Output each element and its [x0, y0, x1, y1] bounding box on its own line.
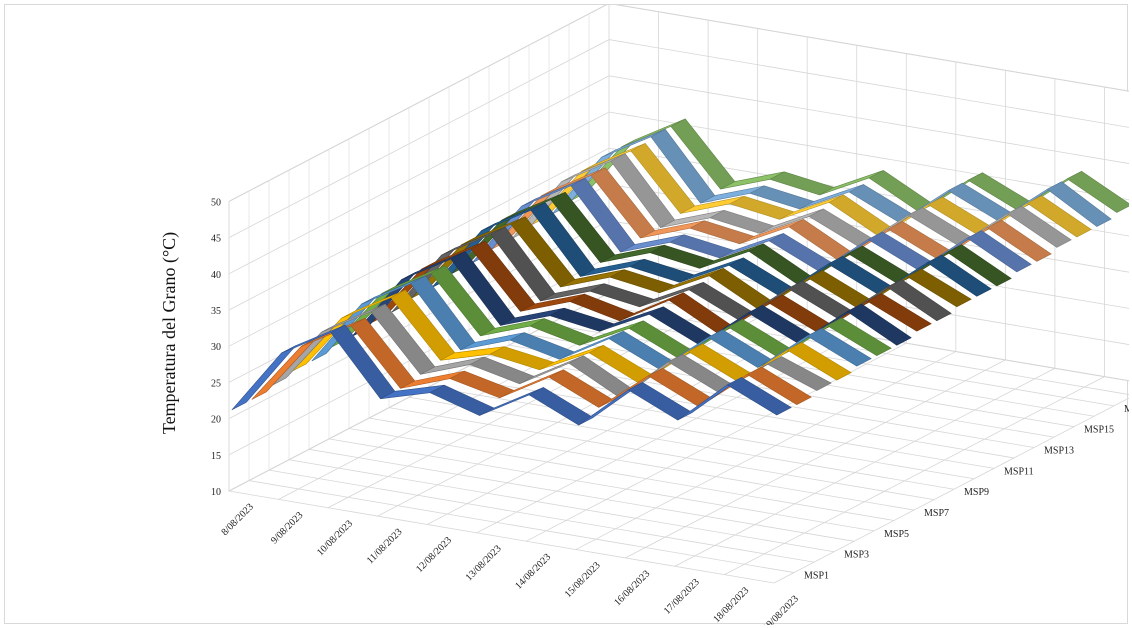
chart-grid: [228, 5, 1129, 584]
floor-line-z: [408, 396, 955, 490]
x-tick-label: 16/08/2023: [612, 568, 652, 608]
chart-series: [231, 118, 1129, 426]
series-14-segment: [986, 219, 1052, 262]
depth-tick-label: MSP1: [804, 571, 829, 582]
depth-tick-label: MSP15: [1084, 425, 1114, 436]
x-tick-label: 18/08/2023: [711, 585, 751, 625]
floor-line-z: [308, 448, 855, 542]
series-5-segment: [806, 328, 872, 367]
floor-line-x: [625, 359, 1006, 559]
x-tick-label: 11/08/2023: [365, 527, 405, 567]
series-4: [291, 289, 852, 384]
x-tick-label: 19/08/2023: [761, 594, 801, 625]
floor-line-z: [348, 428, 895, 521]
depth-tick-label: MSP3: [844, 550, 869, 561]
series-13-segment: [966, 230, 1032, 273]
floor-line-z: [248, 480, 795, 573]
x-tick-label: 10/08/2023: [315, 518, 355, 558]
floor-line-x: [575, 351, 957, 550]
series-12-segment: [946, 244, 1012, 287]
series-16-segment: [1026, 195, 1092, 238]
depth-tick-label: MSP17: [1124, 404, 1129, 415]
y-tick-label: 15: [211, 451, 221, 462]
floor-line-z: [388, 407, 935, 501]
floor-line-x: [327, 309, 709, 509]
series-15-segment: [1006, 205, 1072, 248]
series-1: [231, 324, 792, 426]
depth-tick-label: MSP7: [924, 508, 949, 519]
x-tick-label: 9/08/2023: [269, 510, 305, 546]
series-4-segment: [786, 342, 852, 381]
series-2-segment: [746, 366, 812, 405]
series-10-segment: [906, 268, 972, 308]
y-tick-label: 30: [211, 342, 221, 353]
x-tick-label: 14/08/2023: [513, 552, 553, 592]
floor-line-z: [328, 438, 875, 532]
depth-tick-label: MSP9: [964, 487, 989, 498]
x-tick-label: 15/08/2023: [563, 560, 603, 600]
depth-tick-label: MSP13: [1044, 446, 1074, 457]
floor-line-z: [368, 417, 915, 511]
depth-tick-label: MSP5: [884, 529, 909, 540]
y-tick-label: 20: [211, 415, 221, 426]
y-tick-label: 10: [211, 487, 221, 498]
series-3-segment: [766, 356, 832, 391]
series-6-segment: [826, 317, 892, 357]
y-tick-label: 40: [211, 270, 221, 281]
floor-line-z: [268, 469, 815, 563]
floor-line-z: [288, 459, 835, 553]
y-tick-label: 50: [211, 197, 221, 208]
floor-line-z: [228, 490, 775, 584]
chart-frame: 10 15 20 25 30 35 40 45 50 8/08/2023 9/08/2023 10/0…: [4, 4, 1129, 625]
series-18-segment: [1066, 170, 1129, 213]
floor-line-z: [568, 313, 1115, 407]
x-tick-label: 8/08/2023: [219, 502, 255, 538]
series-7-segment: [846, 303, 912, 346]
gridline-y: [228, 5, 1129, 202]
y-tick-label: 35: [211, 306, 221, 317]
depth-tick-label: MSP11: [1004, 466, 1034, 477]
floor-line-x: [674, 367, 1056, 567]
series-1-segment: [726, 377, 792, 416]
floor-line-x: [724, 376, 1105, 575]
x-tick-label: 13/08/2023: [464, 543, 504, 583]
series-9-segment: [886, 279, 952, 322]
series-8-segment: [866, 293, 932, 332]
x-tick-label: 12/08/2023: [414, 535, 454, 575]
x-tick-label: 17/08/2023: [662, 577, 702, 617]
y-tick-label: 45: [211, 234, 221, 245]
y-axis-title: Temperatura del Grano (°C): [159, 232, 180, 434]
series-17-segment: [1046, 181, 1112, 227]
chart-3d-line: 10 15 20 25 30 35 40 45 50 8/08/2023 9/08/2023 10/0…: [159, 5, 1129, 625]
floor-line-x: [426, 326, 808, 525]
series-2: [251, 317, 812, 408]
y-tick-label: 25: [211, 378, 221, 389]
side-wall: [228, 5, 610, 492]
floor-line-z: [428, 386, 975, 480]
floor-line-x: [773, 397, 1129, 584]
series-11-segment: [926, 254, 992, 297]
